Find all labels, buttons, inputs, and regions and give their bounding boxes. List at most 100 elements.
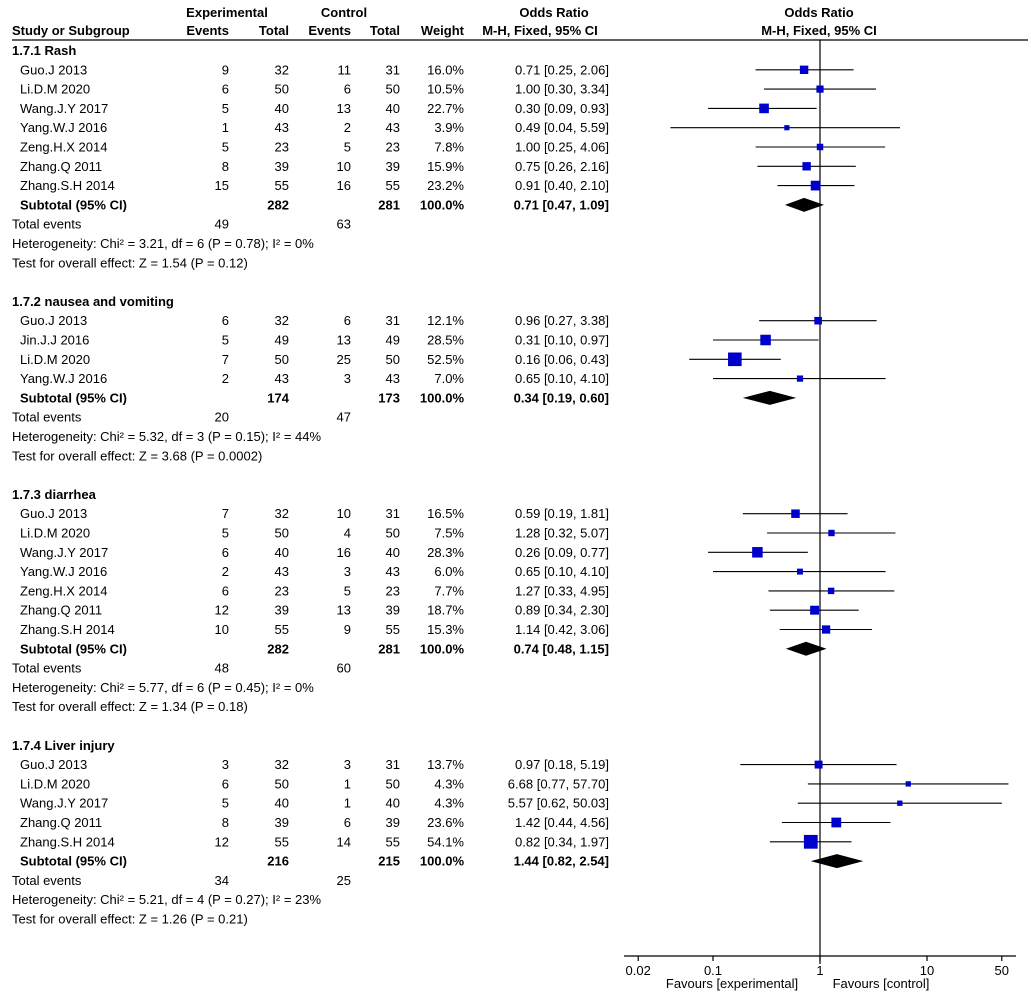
study-name: Zhang.Q 2011 [20,815,102,830]
study-or-ci: 1.00 [0.30, 3.34] [515,82,609,97]
study-name: Guo.J 2013 [20,757,87,772]
subtotal-diamond [742,390,797,405]
ctrl-events: 5 [344,140,351,155]
subtotal-or-ci: 1.44 [0.82, 2.54] [514,854,609,869]
study-name: Yang.W.J 2016 [20,120,107,135]
exp-total: 39 [275,603,289,618]
study-marker [759,103,769,114]
ctrl-total: 55 [386,178,400,193]
ctrl-events: 16 [337,545,351,560]
subtotal-weight: 100.0% [420,854,465,869]
x-tick-label: 1 [816,963,823,978]
study-name: Zhang.S.H 2014 [20,622,115,637]
study-weight: 7.7% [434,583,464,598]
ctrl-total: 31 [386,62,400,77]
study-name: Guo.J 2013 [20,62,87,77]
exp-total: 43 [275,120,289,135]
study-weight: 7.5% [434,526,464,541]
header-experimental: Experimental [186,5,268,20]
ctrl-events: 5 [344,583,351,598]
exp-events: 6 [222,82,229,97]
subtotal-diamond [785,641,827,656]
subtotal-exp-total: 216 [267,854,289,869]
study-name: Li.D.M 2020 [20,352,90,367]
overall-effect-text: Test for overall effect: Z = 1.26 (P = 0… [12,912,248,927]
study-marker [802,162,811,171]
study-name: Zhang.Q 2011 [20,603,102,618]
ctrl-total: 40 [386,545,400,560]
study-marker [803,834,818,849]
study-name: Wang.J.Y 2017 [20,545,108,560]
study-or-ci: 5.57 [0.62, 50.03] [508,796,609,811]
study-marker [791,509,800,518]
study-name: Li.D.M 2020 [20,82,90,97]
exp-total: 40 [275,796,289,811]
ctrl-events: 13 [337,333,351,348]
ctrl-total: 50 [386,352,400,367]
subtotal-label: Subtotal (95% CI) [20,641,127,656]
study-weight: 7.8% [434,140,464,155]
subgroup-title: 1.7.1 Rash [12,43,76,58]
header-weight: Weight [421,23,465,38]
study-weight: 54.1% [427,834,464,849]
total-events-ctrl: 47 [337,410,351,425]
ctrl-events: 3 [344,564,351,579]
exp-events: 12 [215,834,229,849]
study-weight: 23.6% [427,815,464,830]
subtotal-or-ci: 0.71 [0.47, 1.09] [514,197,609,212]
header-control: Control [321,5,367,20]
exp-total: 50 [275,82,289,97]
study-name: Jin.J.J 2016 [20,333,89,348]
study-weight: 12.1% [427,313,464,328]
subtotal-or-ci: 0.74 [0.48, 1.15] [514,641,609,656]
subgroup-title: 1.7.4 Liver injury [12,738,115,753]
ctrl-events: 16 [337,178,351,193]
study-marker [796,375,804,382]
study-marker [897,800,903,806]
x-tick-label: 50 [995,963,1009,978]
study-marker [728,352,742,367]
subtotal-weight: 100.0% [420,390,465,405]
study-or-ci: 0.31 [0.10, 0.97] [515,333,609,348]
ctrl-total: 31 [386,313,400,328]
exp-total: 40 [275,101,289,116]
ctrl-events: 11 [338,62,352,77]
subtotal-exp-total: 174 [267,390,289,405]
subtotal-ctrl-total: 281 [378,641,400,656]
study-or-ci: 0.59 [0.19, 1.81] [515,506,609,521]
exp-events: 8 [222,815,229,830]
study-name: Zhang.S.H 2014 [20,178,115,193]
ctrl-events: 3 [344,757,351,772]
study-name: Guo.J 2013 [20,506,87,521]
study-marker [814,316,822,325]
exp-total: 40 [275,545,289,560]
ctrl-total: 55 [386,622,400,637]
total-events-ctrl: 60 [337,661,351,676]
study-name: Yang.W.J 2016 [20,564,107,579]
study-or-ci: 0.26 [0.09, 0.77] [515,545,609,560]
exp-total: 39 [275,815,289,830]
ctrl-events: 10 [337,159,351,174]
exp-total: 49 [275,333,289,348]
subtotal-ctrl-total: 173 [378,390,400,405]
study-or-ci: 1.42 [0.44, 4.56] [515,815,609,830]
study-weight: 22.7% [427,101,464,116]
subtotal-diamond [784,197,825,212]
subtotal-diamond [810,854,864,869]
total-events-exp: 20 [215,410,229,425]
x-axis: 0.02 0.1 1 10 50 [624,955,1016,978]
ctrl-total: 50 [386,526,400,541]
exp-events: 12 [215,603,229,618]
study-name: Zhang.Q 2011 [20,159,102,174]
exp-events: 6 [222,583,229,598]
total-events-label: Total events [12,661,82,676]
ctrl-events: 10 [337,506,351,521]
study-weight: 10.5% [427,82,464,97]
exp-total: 32 [275,506,289,521]
study-marker [905,781,911,787]
study-weight: 28.5% [427,333,464,348]
study-or-ci: 0.91 [0.40, 2.10] [515,178,609,193]
exp-events: 3 [222,757,229,772]
study-weight: 23.2% [427,178,464,193]
subgroup-title: 1.7.2 nausea and vomiting [12,294,174,309]
